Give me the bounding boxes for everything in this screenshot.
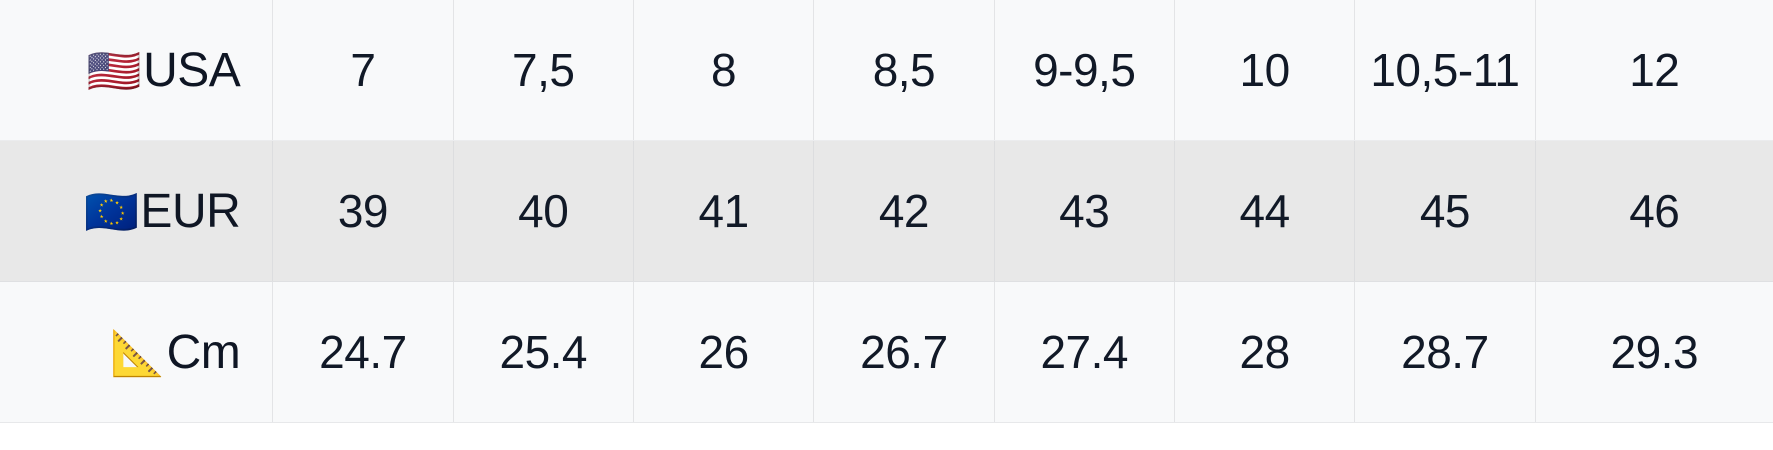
table-cell-usa-7: 12 — [1535, 0, 1773, 141]
row-label-text-eur: EUR — [140, 185, 241, 239]
table-cell-cm-6: 28.7 — [1354, 281, 1536, 423]
cell-value: 43 — [1059, 185, 1110, 237]
table-cell-cm-2: 26 — [633, 281, 815, 423]
table-cell-eur-0: 39 — [272, 140, 454, 282]
row-label-usa: 🇺🇸 USA — [0, 0, 274, 141]
table-cell-cm-0: 24.7 — [272, 281, 454, 423]
cell-value: 9-9,5 — [1033, 44, 1136, 96]
cell-value: 44 — [1239, 185, 1290, 237]
cell-value: 8 — [711, 44, 737, 96]
usa-flag-icon: 🇺🇸 — [86, 46, 142, 96]
cell-value: 39 — [337, 185, 389, 237]
shoe-size-conversion-table: 🇺🇸 USA 7 7,5 8 8,5 9-9,5 10 10,5-11 12 🇪… — [0, 0, 1773, 423]
row-label-cm: 📐 Cm — [0, 281, 274, 423]
eu-flag-icon: 🇪🇺 — [84, 187, 139, 237]
table-cell-usa-1: 7,5 — [453, 0, 634, 141]
table-cell-cm-4: 27.4 — [994, 281, 1175, 423]
cell-value: 42 — [878, 185, 930, 237]
cell-value: 7 — [350, 44, 376, 96]
cell-value: 24.7 — [319, 326, 407, 378]
table-cell-eur-6: 45 — [1354, 140, 1536, 282]
table-cell-usa-0: 7 — [272, 0, 454, 141]
cell-value: 8,5 — [872, 44, 936, 96]
table-cell-eur-1: 40 — [453, 140, 634, 282]
cell-value: 12 — [1629, 44, 1680, 96]
cell-value: 46 — [1629, 185, 1680, 237]
table-cell-eur-3: 42 — [813, 140, 995, 282]
cell-value: 10,5-11 — [1370, 44, 1520, 96]
table-row-usa: 🇺🇸 USA 7 7,5 8 8,5 9-9,5 10 10,5-11 12 — [0, 0, 1773, 141]
table-cell-usa-5: 10 — [1174, 0, 1356, 141]
cell-value: 7,5 — [512, 44, 575, 96]
row-label-text-usa: USA — [143, 44, 241, 98]
table-cell-eur-4: 43 — [994, 140, 1175, 282]
cell-value: 45 — [1419, 185, 1471, 237]
table-cell-usa-2: 8 — [633, 0, 815, 141]
cell-value: 25.4 — [499, 326, 588, 378]
triangular-ruler-icon: 📐 — [110, 328, 165, 378]
table-cell-cm-7: 29.3 — [1535, 281, 1773, 423]
cell-value: 41 — [698, 185, 750, 237]
row-label-eur: 🇪🇺 EUR — [0, 140, 274, 282]
cell-value: 40 — [518, 185, 569, 237]
cell-value: 10 — [1239, 44, 1290, 96]
cell-value: 26.7 — [860, 326, 948, 378]
row-label-text-cm: Cm — [166, 326, 241, 380]
cell-value: 27.4 — [1040, 326, 1128, 378]
table-cell-eur-5: 44 — [1174, 140, 1356, 282]
cell-value: 28.7 — [1401, 326, 1489, 378]
table-cell-cm-3: 26.7 — [813, 281, 995, 423]
cell-value: 29.3 — [1610, 326, 1699, 378]
table-cell-usa-6: 10,5-11 — [1354, 0, 1536, 141]
table-row-eur: 🇪🇺 EUR 39 40 41 42 43 44 45 46 — [0, 140, 1773, 282]
table-row-cm: 📐 Cm 24.7 25.4 26 26.7 27.4 28 28.7 29.3 — [0, 281, 1773, 423]
table-cell-eur-2: 41 — [633, 140, 815, 282]
table-cell-cm-1: 25.4 — [453, 281, 634, 423]
table-cell-cm-5: 28 — [1174, 281, 1356, 423]
cell-value: 26 — [698, 326, 750, 378]
table-cell-usa-4: 9-9,5 — [994, 0, 1175, 141]
cell-value: 28 — [1239, 326, 1290, 378]
table-cell-eur-7: 46 — [1535, 140, 1773, 282]
table-cell-usa-3: 8,5 — [813, 0, 995, 141]
